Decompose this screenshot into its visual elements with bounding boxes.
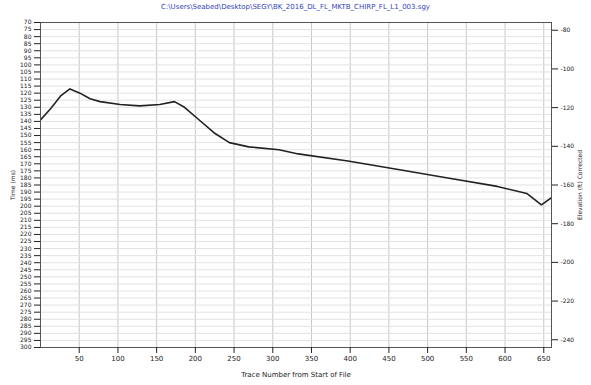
svg-text:285: 285 bbox=[20, 322, 32, 329]
svg-text:100: 100 bbox=[111, 355, 124, 363]
svg-text:95: 95 bbox=[24, 54, 32, 61]
svg-text:-140: -140 bbox=[561, 142, 575, 149]
svg-text:120: 120 bbox=[20, 89, 32, 96]
svg-text:210: 210 bbox=[20, 216, 32, 223]
svg-text:100: 100 bbox=[20, 61, 32, 68]
svg-text:350: 350 bbox=[305, 355, 318, 363]
svg-text:250: 250 bbox=[227, 355, 240, 363]
svg-text:400: 400 bbox=[344, 355, 357, 363]
svg-text:300: 300 bbox=[20, 343, 32, 350]
svg-text:85: 85 bbox=[24, 40, 32, 47]
svg-text:275: 275 bbox=[20, 308, 32, 315]
svg-text:300: 300 bbox=[266, 355, 279, 363]
svg-text:-120: -120 bbox=[561, 104, 575, 111]
svg-text:450: 450 bbox=[382, 355, 395, 363]
svg-text:235: 235 bbox=[20, 252, 32, 259]
svg-text:110: 110 bbox=[20, 75, 32, 82]
svg-text:-200: -200 bbox=[561, 258, 575, 265]
svg-text:225: 225 bbox=[20, 237, 32, 244]
svg-text:550: 550 bbox=[460, 355, 473, 363]
svg-text:150: 150 bbox=[20, 131, 32, 138]
svg-text:-240: -240 bbox=[561, 336, 575, 343]
svg-text:-100: -100 bbox=[561, 65, 575, 72]
svg-text:155: 155 bbox=[20, 139, 32, 146]
svg-text:90: 90 bbox=[24, 47, 32, 54]
svg-text:265: 265 bbox=[20, 294, 32, 301]
svg-text:190: 190 bbox=[20, 188, 32, 195]
svg-text:80: 80 bbox=[24, 33, 32, 40]
svg-text:125: 125 bbox=[20, 96, 32, 103]
svg-text:220: 220 bbox=[20, 230, 32, 237]
svg-text:-180: -180 bbox=[561, 220, 575, 227]
svg-text:195: 195 bbox=[20, 195, 32, 202]
svg-text:105: 105 bbox=[20, 68, 32, 75]
svg-text:165: 165 bbox=[20, 153, 32, 160]
svg-text:500: 500 bbox=[421, 355, 434, 363]
svg-text:250: 250 bbox=[20, 273, 32, 280]
svg-text:230: 230 bbox=[20, 245, 32, 252]
svg-text:130: 130 bbox=[20, 103, 32, 110]
svg-text:600: 600 bbox=[498, 355, 511, 363]
svg-text:Time (ms): Time (ms) bbox=[9, 170, 16, 201]
svg-text:75: 75 bbox=[24, 25, 32, 32]
svg-text:200: 200 bbox=[189, 355, 202, 363]
svg-text:-160: -160 bbox=[561, 181, 575, 188]
svg-text:650: 650 bbox=[537, 355, 550, 363]
svg-text:-220: -220 bbox=[561, 297, 575, 304]
svg-text:270: 270 bbox=[20, 301, 32, 308]
svg-text:205: 205 bbox=[20, 209, 32, 216]
svg-text:50: 50 bbox=[75, 355, 84, 363]
svg-text:Elevation (ft) Corrected: Elevation (ft) Corrected bbox=[576, 150, 583, 220]
svg-text:115: 115 bbox=[20, 82, 32, 89]
svg-text:140: 140 bbox=[20, 117, 32, 124]
svg-text:160: 160 bbox=[20, 146, 32, 153]
svg-text:215: 215 bbox=[20, 223, 32, 230]
svg-text:290: 290 bbox=[20, 329, 32, 336]
svg-text:260: 260 bbox=[20, 287, 32, 294]
svg-text:70: 70 bbox=[24, 18, 32, 25]
svg-text:255: 255 bbox=[20, 280, 32, 287]
svg-text:170: 170 bbox=[20, 160, 32, 167]
svg-text:150: 150 bbox=[150, 355, 163, 363]
svg-text:245: 245 bbox=[20, 266, 32, 273]
svg-text:135: 135 bbox=[20, 110, 32, 117]
svg-text:Trace Number from Start of Fil: Trace Number from Start of File bbox=[240, 371, 351, 379]
svg-text:175: 175 bbox=[20, 167, 32, 174]
svg-text:145: 145 bbox=[20, 124, 32, 131]
svg-text:295: 295 bbox=[20, 336, 32, 343]
html-text:C:\Users\Seabed\Desktop\SEGY\B: C:\Users\Seabed\Desktop\SEGY\BK_2016_DL_… bbox=[161, 3, 430, 11]
svg-text:185: 185 bbox=[20, 181, 32, 188]
svg-text:180: 180 bbox=[20, 174, 32, 181]
svg-text:280: 280 bbox=[20, 315, 32, 322]
svg-text:240: 240 bbox=[20, 259, 32, 266]
svg-text:200: 200 bbox=[20, 202, 32, 209]
svg-text:-80: -80 bbox=[561, 26, 571, 33]
